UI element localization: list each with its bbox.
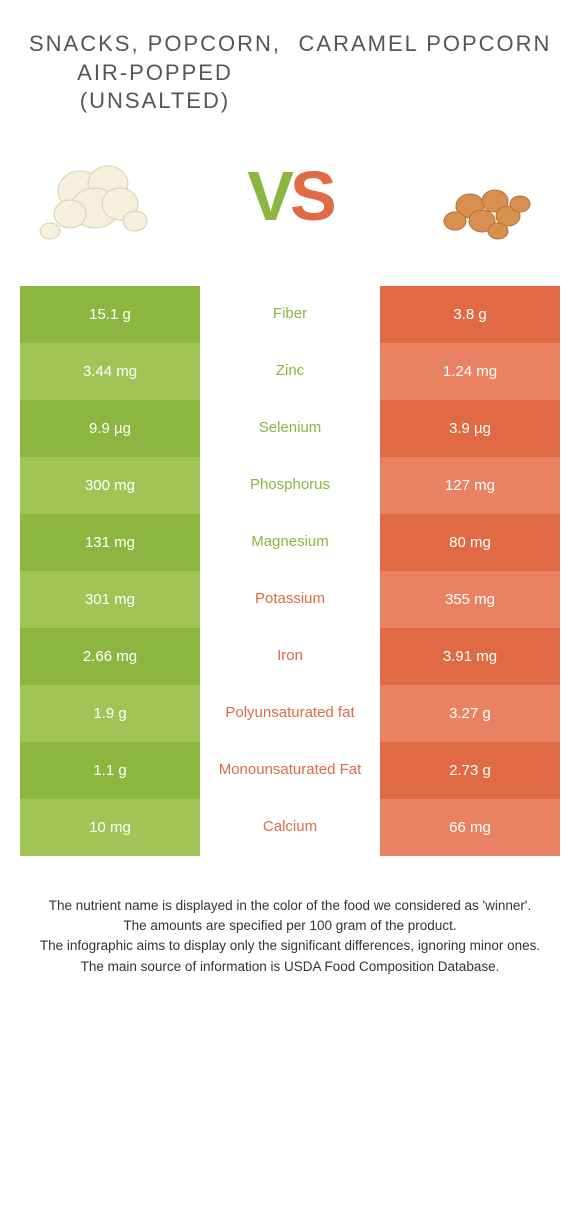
table-row: 10 mgCalcium66 mg: [20, 799, 560, 856]
right-food-title: Caramel popcorn: [290, 30, 560, 59]
infographic-container: Snacks, popcorn, air-popped (unsalted) C…: [0, 0, 580, 1007]
right-value: 3.27 g: [380, 685, 560, 742]
vs-row: VS: [0, 126, 580, 286]
header-row: Snacks, popcorn, air-popped (unsalted) C…: [0, 0, 580, 126]
left-value: 300 mg: [20, 457, 200, 514]
nutrient-label: Potassium: [200, 571, 380, 628]
right-value: 80 mg: [380, 514, 560, 571]
nutrient-label: Zinc: [200, 343, 380, 400]
nutrient-label: Fiber: [200, 286, 380, 343]
left-food-title: Snacks, popcorn, air-popped (unsalted): [20, 30, 290, 116]
footer-line-2: The amounts are specified per 100 gram o…: [20, 916, 560, 936]
table-row: 300 mgPhosphorus127 mg: [20, 457, 560, 514]
nutrient-label: Phosphorus: [200, 457, 380, 514]
footer-line-4: The main source of information is USDA F…: [20, 957, 560, 977]
vs-s: S: [290, 157, 333, 235]
right-value: 2.73 g: [380, 742, 560, 799]
vs-label: VS: [247, 156, 332, 236]
left-title-col: Snacks, popcorn, air-popped (unsalted): [20, 30, 290, 116]
table-row: 15.1 gFiber3.8 g: [20, 286, 560, 343]
table-row: 1.1 gMonounsaturated Fat2.73 g: [20, 742, 560, 799]
table-row: 1.9 gPolyunsaturated fat3.27 g: [20, 685, 560, 742]
nutrient-label: Selenium: [200, 400, 380, 457]
table-row: 3.44 mgZinc1.24 mg: [20, 343, 560, 400]
nutrient-label: Magnesium: [200, 514, 380, 571]
right-value: 3.91 mg: [380, 628, 560, 685]
right-value: 66 mg: [380, 799, 560, 856]
nutrient-table: 15.1 gFiber3.8 g3.44 mgZinc1.24 mg9.9 µg…: [20, 286, 560, 856]
right-value: 3.9 µg: [380, 400, 560, 457]
right-value: 1.24 mg: [380, 343, 560, 400]
table-row: 9.9 µgSelenium3.9 µg: [20, 400, 560, 457]
right-title-col: Caramel popcorn: [290, 30, 560, 59]
vs-v: V: [247, 157, 290, 235]
left-value: 1.9 g: [20, 685, 200, 742]
left-value: 301 mg: [20, 571, 200, 628]
right-value: 3.8 g: [380, 286, 560, 343]
table-row: 301 mgPotassium355 mg: [20, 571, 560, 628]
left-value: 131 mg: [20, 514, 200, 571]
right-food-image: [400, 136, 560, 256]
popcorn-plain-icon: [20, 136, 180, 256]
left-food-image: [20, 136, 180, 256]
nutrient-label: Calcium: [200, 799, 380, 856]
left-value: 1.1 g: [20, 742, 200, 799]
popcorn-caramel-icon: [400, 136, 560, 256]
left-value: 3.44 mg: [20, 343, 200, 400]
nutrient-label: Monounsaturated Fat: [200, 742, 380, 799]
right-value: 127 mg: [380, 457, 560, 514]
footer-line-3: The infographic aims to display only the…: [20, 936, 560, 956]
left-value: 10 mg: [20, 799, 200, 856]
footer-line-1: The nutrient name is displayed in the co…: [20, 896, 560, 916]
left-value: 2.66 mg: [20, 628, 200, 685]
left-value: 9.9 µg: [20, 400, 200, 457]
nutrient-label: Polyunsaturated fat: [200, 685, 380, 742]
table-row: 2.66 mgIron3.91 mg: [20, 628, 560, 685]
right-value: 355 mg: [380, 571, 560, 628]
footer-notes: The nutrient name is displayed in the co…: [0, 856, 580, 1007]
nutrient-label: Iron: [200, 628, 380, 685]
table-row: 131 mgMagnesium80 mg: [20, 514, 560, 571]
left-value: 15.1 g: [20, 286, 200, 343]
